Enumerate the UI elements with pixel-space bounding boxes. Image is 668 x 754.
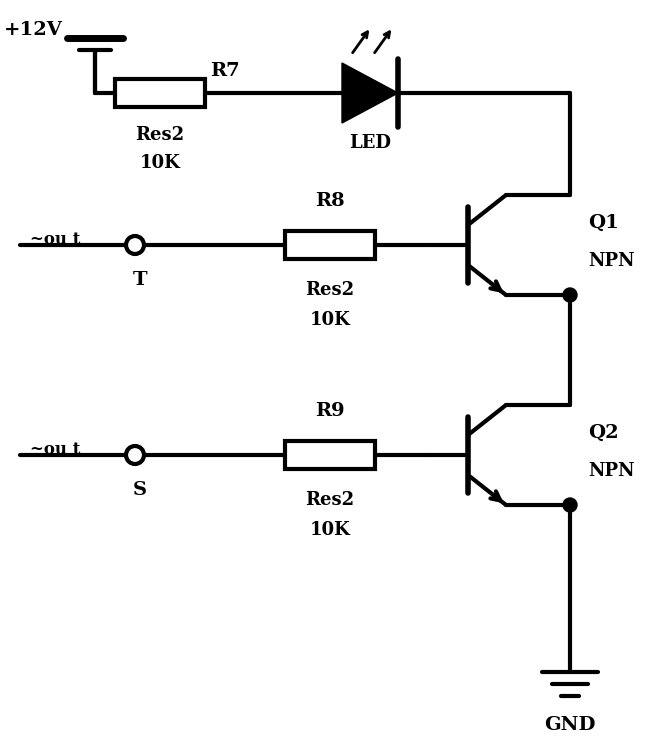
Text: +12V: +12V	[4, 21, 63, 39]
Text: NPN: NPN	[588, 252, 635, 270]
Circle shape	[563, 498, 577, 512]
Text: Res2: Res2	[305, 281, 355, 299]
Text: 10K: 10K	[310, 311, 351, 329]
Circle shape	[126, 236, 144, 254]
Text: Q1: Q1	[588, 214, 619, 232]
Text: ~ou t: ~ou t	[29, 442, 80, 458]
Text: ~ou t: ~ou t	[29, 231, 80, 249]
Text: Q2: Q2	[588, 424, 619, 442]
Text: NPN: NPN	[588, 462, 635, 480]
Text: 10K: 10K	[140, 154, 180, 172]
Bar	[115, 79, 205, 107]
Circle shape	[126, 446, 144, 464]
Text: T: T	[133, 271, 148, 289]
Bar	[285, 441, 375, 469]
Text: S: S	[133, 481, 147, 499]
Text: R9: R9	[315, 402, 345, 420]
Text: R8: R8	[315, 192, 345, 210]
Circle shape	[563, 288, 577, 302]
Bar	[285, 231, 375, 259]
Text: Res2: Res2	[305, 491, 355, 509]
Polygon shape	[342, 63, 398, 123]
Text: GND: GND	[544, 716, 596, 734]
Text: LED: LED	[349, 134, 391, 152]
Text: 10K: 10K	[310, 521, 351, 539]
Text: Res2: Res2	[136, 126, 184, 144]
Text: R7: R7	[210, 62, 240, 80]
